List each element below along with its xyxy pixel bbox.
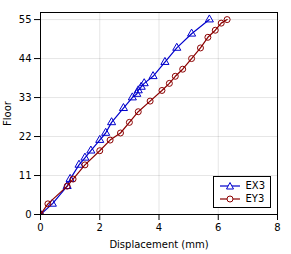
svg-text:33: 33	[19, 92, 32, 103]
svg-text:22: 22	[19, 131, 32, 142]
svg-text:2: 2	[97, 222, 103, 233]
svg-text:11: 11	[19, 170, 32, 181]
svg-text:4: 4	[156, 222, 162, 233]
svg-text:6: 6	[215, 222, 221, 233]
svg-text:8: 8	[274, 222, 280, 233]
svg-text:0: 0	[37, 222, 43, 233]
html-text:EY3: EY3	[245, 193, 265, 204]
svg-text:0: 0	[25, 209, 31, 220]
html-text:EX3: EX3	[245, 180, 265, 191]
svg-text:Floor: Floor	[2, 100, 13, 126]
svg-text:44: 44	[19, 53, 32, 64]
svg-text:Displacement (mm): Displacement (mm)	[109, 239, 208, 250]
svg-text:55: 55	[19, 14, 32, 25]
